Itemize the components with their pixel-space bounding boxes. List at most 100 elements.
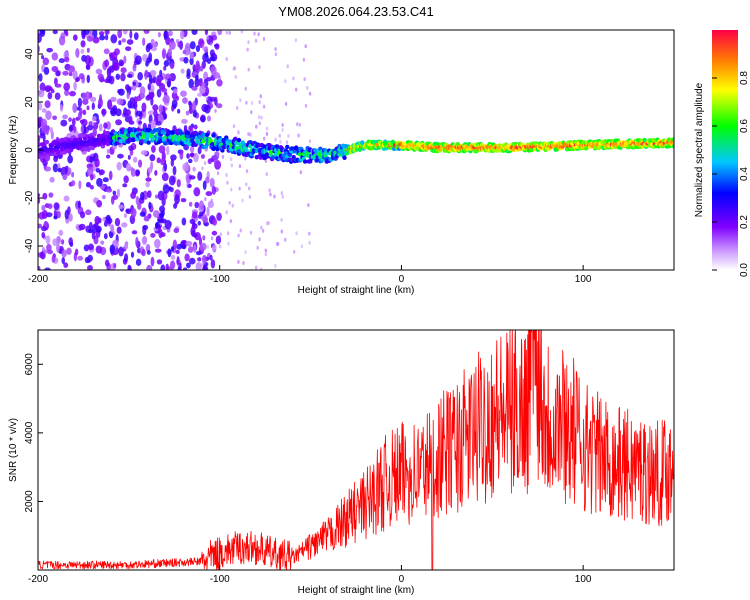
heatmap-cell (78, 180, 82, 190)
heatmap-cell (120, 72, 126, 82)
heatmap-cell (156, 259, 163, 265)
heatmap-cell (308, 139, 312, 144)
heatmap-cell (86, 146, 92, 151)
heatmap-cell (242, 261, 245, 266)
heatmap-cell (167, 30, 173, 37)
heatmap-cell (41, 209, 48, 220)
heatmap-cell (153, 42, 158, 48)
heatmap-cell (160, 87, 168, 93)
heatmap-cell (247, 132, 250, 137)
heatmap-cell (150, 256, 155, 267)
heatmap-cell (232, 124, 236, 129)
heatmap-cell (135, 110, 143, 117)
heatmap-cell (195, 63, 201, 74)
heatmap-cell (79, 119, 85, 124)
heatmap-cell (47, 86, 53, 91)
heatmap-cell (227, 241, 230, 246)
heatmap-cell (135, 169, 141, 176)
heatmap-cell (86, 74, 91, 84)
heatmap-cell (182, 162, 189, 172)
heatmap-cell (256, 245, 259, 250)
heatmap-cell (141, 109, 147, 119)
heatmap-cell (68, 213, 73, 222)
heatmap-cell (202, 46, 205, 51)
heatmap-cell (172, 239, 178, 250)
heatmap-cell (63, 82, 71, 91)
heatmap-cell (201, 166, 204, 171)
heatmap-cell (581, 140, 586, 145)
heatmap-cell (145, 95, 151, 101)
heatmap-cell (215, 103, 223, 109)
colorbar-tick-label: 0.0 (739, 263, 750, 277)
heatmap-cell (105, 141, 111, 147)
heatmap-cell (202, 265, 209, 270)
y-tick-label: 0 (24, 147, 35, 153)
heatmap-cell (101, 194, 106, 200)
heatmap-cell (260, 225, 263, 230)
heatmap-cell (137, 72, 144, 81)
heatmap-cell (265, 132, 269, 137)
heatmap-cell (39, 82, 46, 92)
heatmap-cell (43, 66, 50, 75)
heatmap-cell (112, 190, 117, 196)
heatmap-cell (211, 133, 216, 138)
heatmap-cell (203, 46, 209, 53)
heatmap-cell (157, 113, 165, 124)
heatmap-cell (199, 211, 204, 217)
heatmap-cell (62, 174, 68, 180)
heatmap-cell (192, 64, 196, 72)
heatmap-cell (195, 250, 202, 256)
heatmap-cell (88, 228, 94, 234)
heatmap-cell (164, 219, 172, 230)
heatmap-cell (123, 253, 129, 263)
heatmap-cell (43, 249, 48, 254)
heatmap-cell (131, 137, 136, 142)
heatmap-cell (173, 228, 179, 234)
heatmap-cell (232, 66, 235, 71)
heatmap-cell (126, 39, 134, 45)
heatmap-cell (51, 52, 59, 61)
heatmap-cell (89, 156, 93, 163)
heatmap-cell (291, 154, 296, 160)
heatmap-cell (117, 153, 124, 159)
heatmap-cell (155, 127, 160, 133)
heatmap-cell (308, 240, 311, 245)
heatmap-cell (159, 212, 165, 219)
heatmap-cell (122, 183, 128, 188)
heatmap-cell (200, 154, 205, 159)
heatmap-cell (150, 38, 155, 46)
heatmap-cell (249, 230, 253, 235)
heatmap-cell (284, 79, 287, 84)
heatmap-cell (172, 88, 178, 94)
heatmap-cell (84, 55, 92, 65)
heatmap-cell (246, 47, 249, 52)
heatmap-cell (264, 252, 267, 257)
heatmap-cell (106, 75, 112, 83)
heatmap-cell (280, 191, 284, 196)
spectrogram-x-label: Height of straight line (km) (298, 285, 415, 296)
heatmap-cell (163, 141, 168, 146)
heatmap-cell (228, 30, 231, 35)
heatmap-cell (260, 115, 263, 120)
heatmap-cell (54, 92, 61, 100)
heatmap-cell (104, 30, 110, 35)
heatmap-cell (202, 216, 209, 224)
heatmap-cell (130, 251, 135, 258)
heatmap-cell (295, 87, 298, 92)
heatmap-cell (139, 94, 145, 99)
heatmap-cell (58, 58, 65, 64)
heatmap-cell (51, 65, 59, 72)
heatmap-cell (98, 93, 103, 103)
heatmap-cell (123, 244, 129, 250)
heatmap-cell (145, 181, 151, 188)
heatmap-cell (186, 262, 191, 269)
heatmap-cell (115, 108, 122, 117)
heatmap-cell (206, 244, 210, 249)
heatmap-cell (118, 204, 124, 209)
heatmap-cell (38, 192, 41, 198)
heatmap-cell (72, 70, 78, 80)
heatmap-cell (110, 224, 115, 233)
heatmap-cell (210, 198, 213, 203)
heatmap-cell (287, 133, 290, 138)
heatmap-cell (113, 62, 120, 71)
